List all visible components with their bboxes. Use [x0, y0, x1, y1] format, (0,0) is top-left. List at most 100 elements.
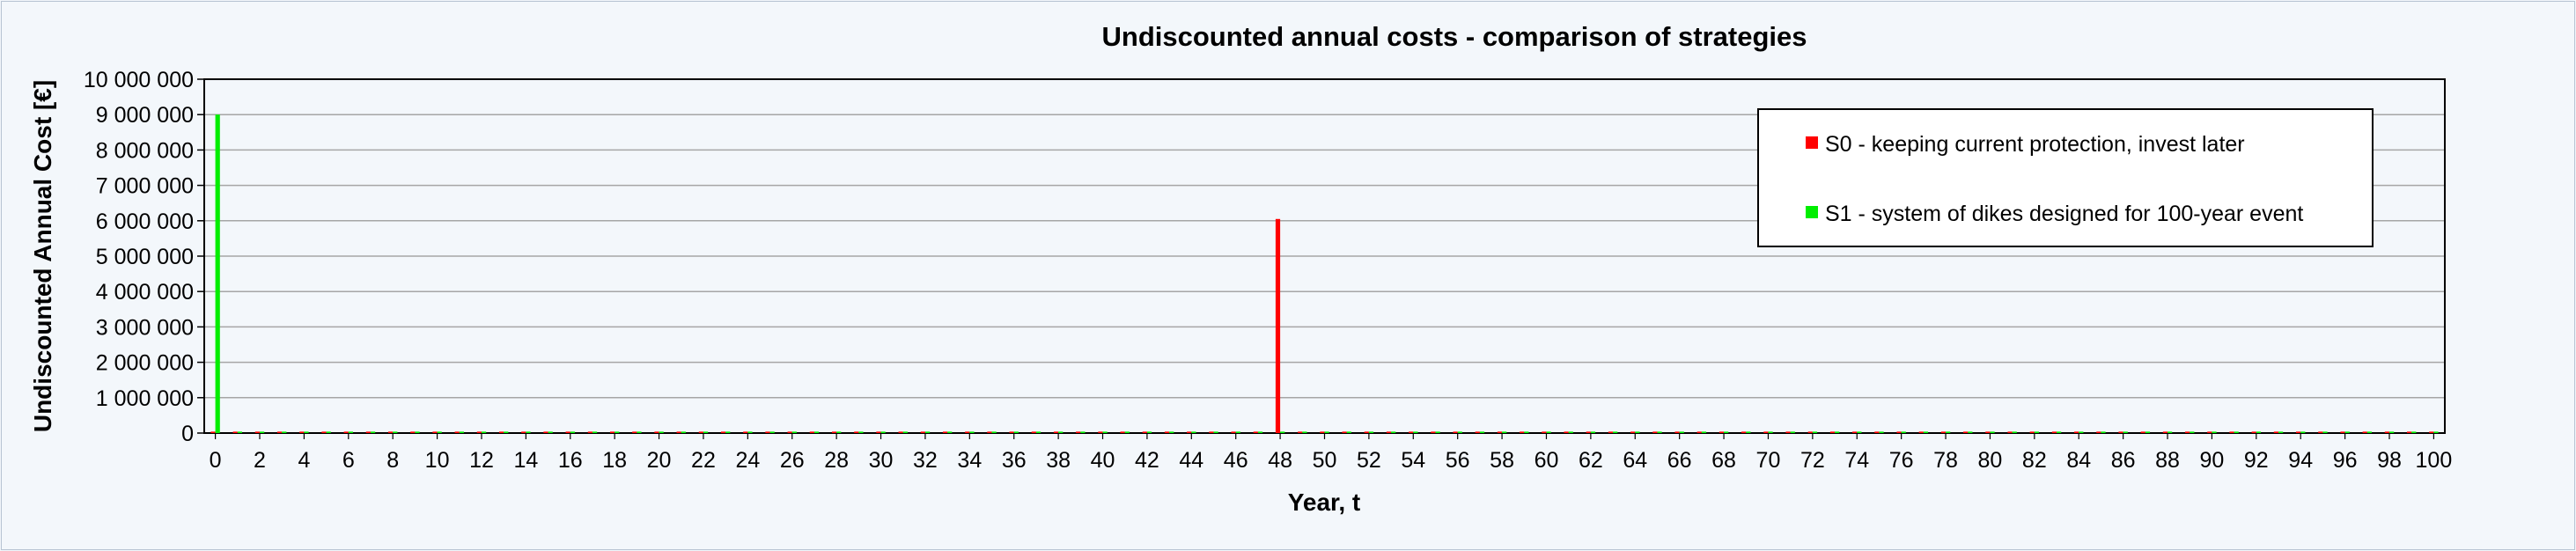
bar-s1-year-97 [2366, 431, 2373, 433]
bar-s0-year-86 [2118, 431, 2123, 433]
bar-s1-year-50 [1324, 431, 1329, 433]
x-tick-label: 2 [254, 448, 266, 473]
bar-s1-year-29 [858, 431, 864, 433]
bar-s0-year-82 [2029, 431, 2035, 433]
x-tick-label: 60 [1535, 448, 1559, 473]
x-tick-label: 4 [298, 448, 310, 473]
bar-s0-year-36 [1009, 431, 1014, 433]
bar-s0-year-63 [1608, 431, 1614, 433]
bar-s0-year-29 [854, 431, 859, 433]
x-tick-label: 100 [2416, 448, 2453, 473]
x-tick-label: 20 [647, 448, 672, 473]
bar-s1-year-43 [1169, 431, 1174, 433]
bar-s1-year-40 [1102, 431, 1108, 433]
bar-s0-year-40 [1098, 431, 1103, 433]
y-tick-label: 6 000 000 [96, 209, 194, 234]
bar-s1-year-34 [969, 431, 975, 433]
bar-s0-year-55 [1431, 431, 1436, 433]
y-axis-title: Undiscounted Annual Cost [€] [29, 80, 56, 432]
bar-s0-year-94 [2296, 431, 2301, 433]
bar-s0-year-11 [454, 431, 460, 433]
bar-s1-year-36 [1013, 431, 1019, 433]
bar-s0-year-5 [321, 431, 327, 433]
bar-s1-year-96 [2344, 431, 2350, 433]
bar-s1-year-19 [637, 431, 642, 433]
bar-s1-year-23 [725, 431, 731, 433]
bar-s1-year-31 [902, 431, 908, 433]
bar-s1-year-75 [1879, 431, 1884, 433]
x-tick-label: 80 [1978, 448, 2003, 473]
bar-s1-year-77 [1923, 431, 1929, 433]
legend-swatch-s1 [1806, 206, 1818, 218]
bar-s1-year-90 [2212, 431, 2217, 433]
bar-s0-year-44 [1187, 431, 1192, 433]
x-tick-label: 62 [1579, 448, 1603, 473]
bar-s1-year-15 [548, 431, 553, 433]
bar-s0-year-22 [698, 431, 703, 433]
bar-s0-year-60 [1542, 431, 1547, 433]
bar-s1-year-38 [1058, 431, 1064, 433]
bar-s0-year-73 [1829, 431, 1836, 433]
bar-s1-year-72 [1812, 431, 1818, 433]
bar-s0-year-13 [498, 431, 504, 433]
x-tick-label: 98 [2377, 448, 2402, 473]
bar-s0-year-77 [1918, 431, 1924, 433]
bar-s0-year-79 [1963, 431, 1969, 433]
bar-s1-year-13 [504, 431, 509, 433]
bar-s1-year-49 [1302, 431, 1307, 433]
bar-s0-year-1 [232, 431, 238, 433]
bar-s0-year-52 [1364, 431, 1369, 433]
bar-s1-year-83 [2057, 431, 2062, 433]
bar-s0-year-4 [299, 431, 305, 433]
bar-s0-year-71 [1785, 431, 1791, 433]
bar-s0-year-88 [2162, 431, 2168, 433]
bar-s0-year-53 [1386, 431, 1392, 433]
x-tick-label: 82 [2022, 448, 2047, 473]
bar-s0-year-10 [432, 431, 438, 433]
legend-swatch-s0 [1806, 136, 1818, 149]
bar-s1-year-92 [2256, 431, 2262, 433]
bar-s1-year-37 [1035, 431, 1041, 433]
bar-s1-year-53 [1391, 431, 1396, 433]
bar-s1-year-3 [282, 431, 287, 433]
bar-s1-year-100 [2433, 431, 2439, 433]
bar-s0-year-87 [2140, 431, 2145, 433]
bar-s0-year-14 [521, 431, 526, 433]
bar-s0-year-78 [1940, 431, 1947, 433]
bar-s0-year-85 [2096, 431, 2101, 433]
bar-s0-year-7 [365, 431, 371, 433]
bar-s1-year-57 [1479, 431, 1485, 433]
bar-s1-year-52 [1368, 431, 1374, 433]
bar-s0-year-51 [1342, 431, 1347, 433]
bar-s1-year-88 [2168, 431, 2173, 433]
bar-s0-year-18 [609, 431, 615, 433]
bar-s0-year-65 [1652, 431, 1658, 433]
bar-s1-year-70 [1768, 431, 1773, 433]
bar-s0-year-66 [1674, 431, 1680, 433]
x-tick-label: 44 [1179, 448, 1203, 473]
bar-s1-year-95 [2322, 431, 2328, 433]
bar-s0-year-92 [2251, 431, 2256, 433]
bar-s0-year-72 [1807, 431, 1813, 433]
x-tick-label: 78 [1933, 448, 1958, 473]
bar-s1-year-86 [2123, 431, 2128, 433]
bar-s0-year-8 [387, 431, 394, 433]
bar-s1-year-69 [1746, 431, 1751, 433]
x-tick-label: 72 [1800, 448, 1825, 473]
bar-s0-year-45 [1209, 431, 1214, 433]
x-tick-label: 84 [2066, 448, 2091, 473]
bar-s1-year-30 [880, 431, 886, 433]
bar-s1-year-62 [1590, 431, 1596, 433]
bar-s1-year-74 [1857, 431, 1862, 433]
bar-s0-year-21 [676, 431, 681, 433]
bar-s0-year-9 [410, 431, 416, 433]
bar-s0-year-80 [1985, 431, 1991, 433]
x-tick-label: 18 [602, 448, 627, 473]
bar-s1-year-10 [437, 431, 442, 433]
x-tick-label: 28 [824, 448, 849, 473]
x-tick-label: 58 [1490, 448, 1514, 473]
bar-s1-year-8 [393, 431, 398, 433]
bar-s0-year-47 [1253, 431, 1258, 433]
bar-s1-year-89 [2190, 431, 2195, 433]
